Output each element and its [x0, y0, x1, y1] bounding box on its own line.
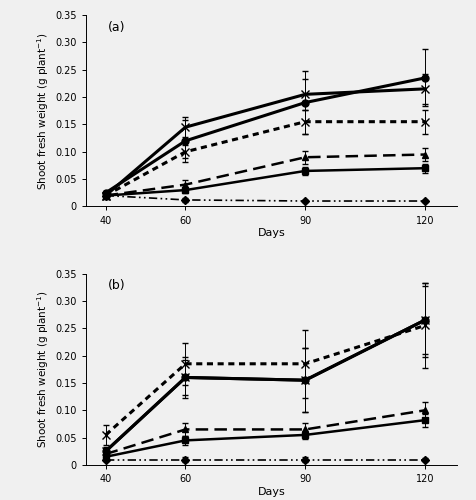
Text: (b): (b)	[108, 280, 126, 292]
X-axis label: Days: Days	[258, 487, 285, 497]
X-axis label: Days: Days	[258, 228, 285, 238]
Text: (a): (a)	[108, 20, 126, 34]
Y-axis label: Shoot fresh weight (g plant$^{-1}$): Shoot fresh weight (g plant$^{-1}$)	[35, 290, 51, 448]
Y-axis label: Shoot fresh weight (g plant$^{-1}$): Shoot fresh weight (g plant$^{-1}$)	[35, 32, 51, 190]
